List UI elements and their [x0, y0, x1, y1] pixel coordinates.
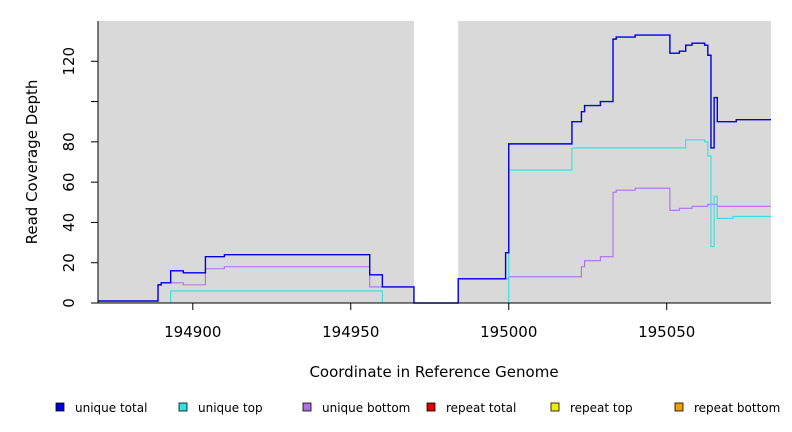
y-tick-label: 0 — [60, 298, 78, 308]
legend-label-repeat-bottom: repeat bottom — [694, 401, 780, 415]
shaded-region-1 — [458, 21, 771, 303]
legend-swatch-unique-top — [178, 402, 188, 412]
axes: 194900 194950 195000 195050 0 20 40 60 80 120 — [60, 21, 771, 341]
legend-label-unique-top: unique top — [198, 401, 263, 415]
shaded-regions — [98, 21, 771, 303]
legend: unique total unique top unique bottom repea… — [55, 401, 780, 415]
legend-swatch-repeat-total — [426, 402, 436, 412]
x-tick-label: 194950 — [322, 323, 379, 341]
legend-label-unique-total: unique total — [75, 401, 147, 415]
series-line-unique-top — [98, 139, 771, 304]
x-tick-label: 195000 — [480, 323, 537, 341]
y-tick-label: 60 — [60, 173, 78, 192]
series-line-unique-total — [98, 34, 771, 304]
x-tick-label: 195050 — [638, 323, 695, 341]
y-axis-title: Read Coverage Depth — [23, 80, 41, 245]
legend-label-repeat-total: repeat total — [446, 401, 516, 415]
y-tick-label: 120 — [60, 47, 78, 76]
y-tick-label: 40 — [60, 213, 78, 232]
series-line-unique-bottom — [98, 187, 771, 304]
legend-swatch-unique-total — [55, 402, 65, 412]
x-axis-title: Coordinate in Reference Genome — [309, 363, 558, 381]
legend-swatch-repeat-top — [550, 402, 560, 412]
legend-label-repeat-top: repeat top — [570, 401, 633, 415]
y-tick-label: 20 — [60, 253, 78, 272]
legend-swatch-repeat-bottom — [674, 402, 684, 412]
legend-label-unique-bottom: unique bottom — [322, 401, 410, 415]
shaded-region-0 — [98, 21, 414, 303]
y-tick-label: 80 — [60, 132, 78, 151]
legend-swatch-unique-bottom — [302, 402, 312, 412]
x-tick-label: 194900 — [164, 323, 221, 341]
